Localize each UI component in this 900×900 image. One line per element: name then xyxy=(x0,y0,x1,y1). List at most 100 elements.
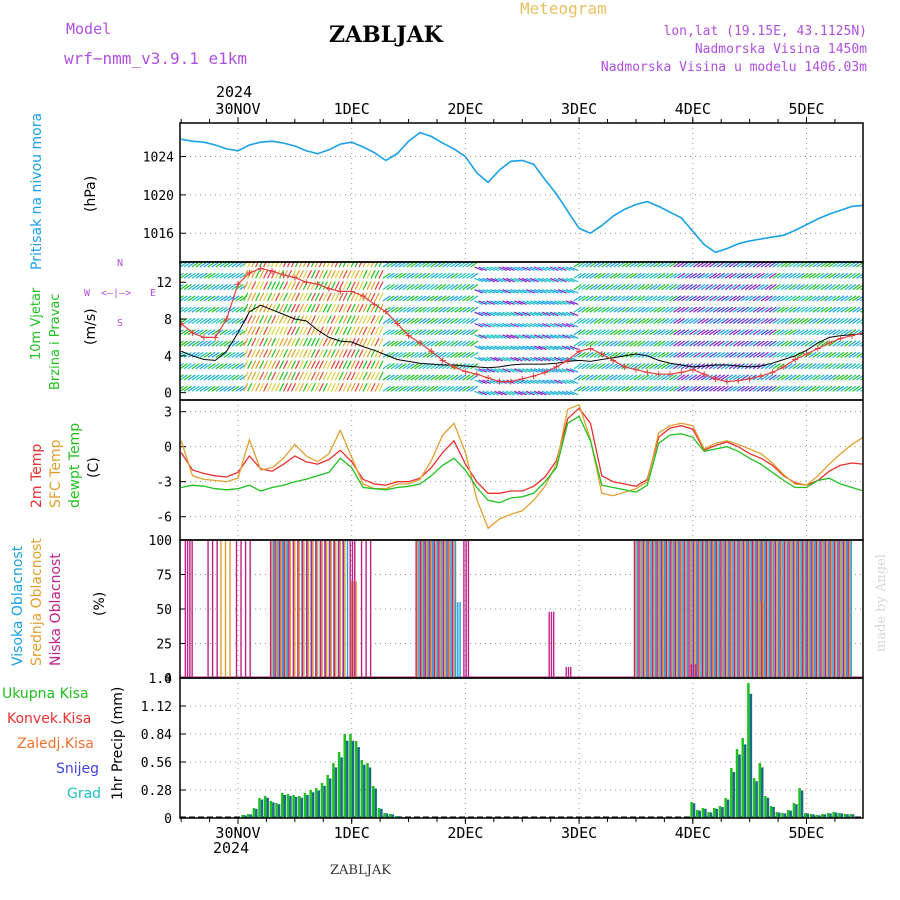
wind-arrow xyxy=(808,272,817,279)
wind-arrow xyxy=(330,349,336,358)
wind-arrow xyxy=(438,262,447,268)
wind-arrow xyxy=(844,317,853,324)
wind-arrow xyxy=(657,340,666,347)
wind-arrow xyxy=(466,284,475,291)
wind-arrow xyxy=(298,281,305,290)
wind-arrow xyxy=(764,262,773,268)
wind-arrow xyxy=(180,284,184,288)
wind-arrow xyxy=(728,329,737,336)
wind-arrow xyxy=(613,284,622,291)
wind-arrow xyxy=(597,295,606,302)
top-day-label: 2DEC xyxy=(447,100,483,118)
wind-arrow xyxy=(362,303,368,313)
wind-arrow xyxy=(732,284,741,291)
precip-bar-total xyxy=(724,798,727,818)
wind-arrow xyxy=(716,306,726,313)
wind-arrow xyxy=(541,379,551,385)
wind-arrow xyxy=(438,329,447,336)
wind-arrow xyxy=(685,272,694,279)
wind-arrow xyxy=(832,329,841,336)
wind-arrow xyxy=(482,289,491,294)
wind-arrow xyxy=(180,262,188,268)
wind-arrow xyxy=(808,385,817,392)
wind-arrow xyxy=(211,340,220,347)
wind-arrow xyxy=(804,284,813,291)
wind-arrow xyxy=(637,385,646,392)
wind-arrow xyxy=(398,317,407,324)
wind-arrow xyxy=(183,284,192,291)
wind-arrow xyxy=(294,281,301,290)
wind-arrow xyxy=(760,385,769,392)
wind-arrow xyxy=(728,374,737,381)
wind-arrow xyxy=(820,262,829,268)
wind-arrow xyxy=(593,284,602,291)
wind-arrow xyxy=(462,385,471,392)
wind-arrow xyxy=(219,262,228,268)
wind-gust-marker xyxy=(723,378,730,385)
wind-arrow xyxy=(144,285,151,290)
wind-arrow xyxy=(195,374,204,381)
wind-arrow xyxy=(832,306,841,313)
precip-bar-snow xyxy=(692,803,696,818)
wind-arrow xyxy=(561,300,571,305)
wind-arrow xyxy=(203,374,212,381)
wind-arrow xyxy=(629,295,638,302)
wind-arrow xyxy=(510,368,519,373)
wind-arrow xyxy=(414,317,423,324)
wind-arrow xyxy=(438,295,447,302)
wind-arrow xyxy=(294,360,301,369)
wind-arrow xyxy=(318,349,324,358)
wind-arrow xyxy=(557,334,567,339)
wind-arrow xyxy=(490,334,499,339)
wind-arrow xyxy=(223,284,232,291)
wind-arrow xyxy=(259,349,265,358)
wind-arrow xyxy=(625,284,634,291)
wind-arrow xyxy=(864,386,871,391)
wind-arrow xyxy=(724,272,733,279)
wind-arrow xyxy=(836,385,845,392)
wind-arrow xyxy=(338,303,344,313)
wind-arrow xyxy=(673,340,682,347)
wind-arrow xyxy=(824,385,833,392)
wind-arrow xyxy=(657,306,666,313)
wind-arrow xyxy=(565,379,575,385)
wind-arrow xyxy=(187,340,196,347)
wind-arrow xyxy=(589,272,598,279)
wind-arrow xyxy=(271,292,277,302)
wind-arrow xyxy=(490,345,499,351)
precip-bar-snow xyxy=(374,788,377,818)
wind-arrow xyxy=(752,295,761,302)
precip-bar-total xyxy=(280,793,284,818)
wind-arrow xyxy=(474,368,484,373)
wind-arrow xyxy=(549,379,559,385)
wind-arrow xyxy=(872,273,879,278)
wind-arrow xyxy=(338,281,344,290)
wind-arrow xyxy=(689,351,698,358)
wind-arrow xyxy=(724,363,733,370)
wind-arrow xyxy=(836,306,845,313)
wind-arrow xyxy=(386,295,395,302)
wind-arrow xyxy=(382,329,391,336)
wind-arrow xyxy=(282,349,289,358)
wind-arrow xyxy=(211,295,220,302)
wind-arrow xyxy=(251,292,257,302)
wind-arrow xyxy=(302,360,308,369)
wind-arrow xyxy=(410,363,419,370)
wind-arrow xyxy=(625,272,634,279)
bottom-day-label: 2DEC xyxy=(447,824,483,842)
wind-arrow xyxy=(366,270,372,279)
model-altitude-readout: Nadmorska Visina u modelu 1406.03m xyxy=(600,60,867,75)
wind-arrow xyxy=(522,266,531,272)
wind-arrow xyxy=(605,340,614,347)
wind-arrow xyxy=(263,270,269,279)
wind-arrow xyxy=(784,295,793,302)
wind-arrow xyxy=(569,345,579,351)
wind-arrow xyxy=(235,317,244,324)
top-day-label: 1DEC xyxy=(334,100,370,118)
wind-arrow xyxy=(760,340,769,347)
wind-arrow xyxy=(728,363,737,370)
wind-speed-line xyxy=(181,304,863,369)
wind-arrow xyxy=(808,306,817,313)
wind-arrow xyxy=(804,295,813,302)
wind-arrow xyxy=(510,266,519,272)
